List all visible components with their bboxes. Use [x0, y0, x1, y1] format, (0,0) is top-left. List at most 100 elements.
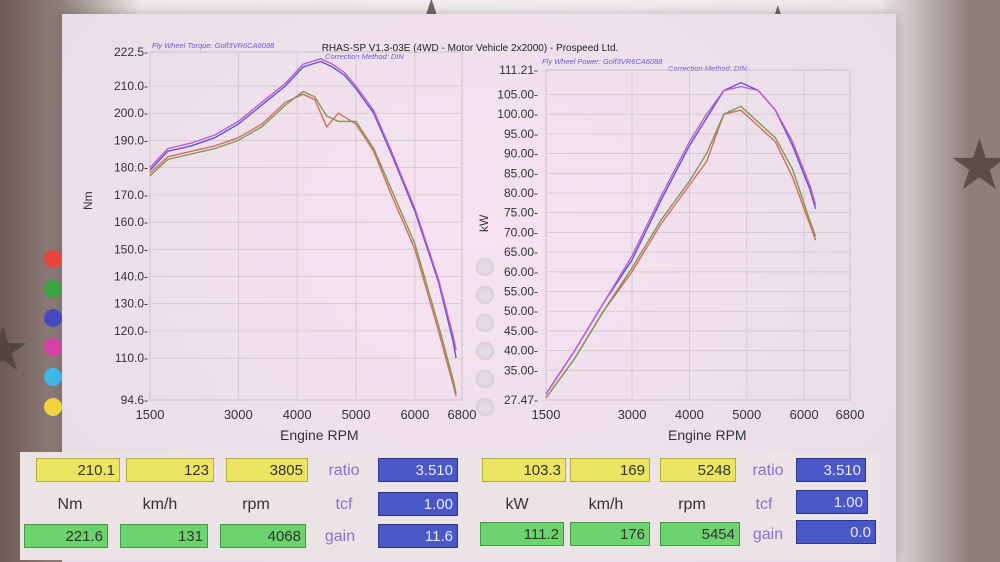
y-tick-label: 45.00- [504, 324, 538, 338]
y-tick-label: 210.0- [114, 79, 148, 93]
tcf-label-right: tcf [755, 496, 773, 513]
x-tick-label: 6800 [836, 407, 865, 422]
x-tick-label: 3000 [618, 407, 647, 422]
y-tick-label: 110.0- [115, 351, 148, 365]
series-line-red [149, 93, 457, 397]
torque-y-label: Nm [81, 191, 95, 210]
y-tick-label: 150.0- [114, 242, 148, 256]
speed-peak-value-right: 176 [570, 522, 650, 546]
legend-dot-legend_magenta[interactable] [44, 338, 62, 356]
torque-correction: Correction Method: DIN [325, 52, 404, 61]
unit-rpm-left: rpm [242, 496, 270, 513]
series-line-magenta [149, 58, 457, 351]
legend-dot-empty[interactable] [476, 286, 494, 304]
x-tick-label: 6800 [448, 407, 477, 422]
legend-dot-legend_blue[interactable] [44, 309, 62, 327]
y-tick-label: 27.47- [504, 393, 538, 407]
ratio-label-right: ratio [752, 462, 784, 479]
speed-current-value-right: 169 [570, 458, 650, 482]
y-tick-label: 120.0- [114, 324, 148, 338]
gain-label-left: gain [324, 528, 356, 545]
unit-kw: kW [505, 496, 529, 513]
unit-rpm-right: rpm [678, 496, 706, 513]
y-tick-label: 90.00- [504, 147, 538, 161]
y-tick-label: 200.0- [114, 106, 148, 120]
y-tick-label: 94.6- [121, 393, 148, 407]
rpm-peak-value: 4068 [220, 524, 306, 548]
x-tick-label: 6000 [790, 407, 819, 422]
speed-current-value: 123 [126, 458, 214, 482]
legend-dot-empty[interactable] [476, 314, 494, 332]
torque-peak-value: 221.6 [24, 524, 108, 548]
x-tick-label: 1500 [532, 407, 561, 422]
y-tick-label: 55.00- [504, 285, 538, 299]
gain-value-left[interactable]: 11.6 [378, 524, 458, 548]
power-y-label: kW [477, 214, 491, 232]
power-x-label: Engine RPM [668, 427, 747, 443]
legend-dot-empty[interactable] [476, 342, 494, 360]
y-tick-label: 111.21- [499, 63, 538, 77]
legend-dot-yellow[interactable] [44, 398, 62, 416]
y-tick-label: 80.00- [504, 186, 538, 200]
gain-label-right: gain [752, 526, 784, 543]
report-title: RHAS-SP V1.3-03E (4WD - Motor Vehicle 2x… [322, 43, 619, 54]
power-peak-value: 111.2 [480, 522, 564, 546]
unit-nm: Nm [57, 496, 83, 513]
power-subtitle: Fly Wheel Power: Golf3VR6CA6088 [542, 57, 663, 66]
tcf-value-left[interactable]: 1.00 [378, 492, 458, 516]
legend-dot-empty[interactable] [476, 398, 494, 416]
y-tick-label: 105.00- [497, 87, 538, 101]
legend-dot-legend_red[interactable] [44, 250, 62, 268]
y-tick-label: 130.0- [114, 297, 148, 311]
x-tick-label: 5000 [732, 407, 761, 422]
rpm-peak-value-right: 5454 [660, 522, 740, 546]
rpm-current-value-right: 5248 [660, 458, 736, 482]
x-tick-label: 3000 [224, 407, 253, 422]
y-tick-label: 140.0- [114, 269, 148, 283]
legend-dot-legend_green[interactable] [44, 280, 62, 298]
ratio-value-right[interactable]: 3.510 [796, 458, 866, 482]
power-current-value: 103.3 [482, 458, 566, 482]
y-tick-label: 170.0- [114, 188, 148, 202]
y-tick-label: 40.00- [504, 344, 538, 358]
torque-current-value: 210.1 [36, 458, 120, 482]
y-tick-label: 222.5- [114, 45, 148, 59]
speed-peak-value: 131 [120, 524, 208, 548]
legend-dot-cyan[interactable] [44, 368, 62, 386]
torque-chart: 222.5- 210.0- 200.0- 190.0- 180.0- 170.0- 160.… [114, 45, 476, 422]
x-tick-label: 6000 [400, 407, 429, 422]
x-tick-label: 4000 [675, 407, 704, 422]
tcf-label-left: tcf [335, 496, 353, 513]
y-tick-label: 50.00- [504, 304, 538, 318]
torque-x-label: Engine RPM [280, 427, 359, 443]
legend-dot-empty[interactable] [476, 370, 494, 388]
series-line-green [545, 105, 817, 399]
series-line-green [149, 90, 457, 394]
series-line-blue [545, 81, 817, 395]
ratio-value-left[interactable]: 3.510 [378, 458, 458, 482]
decor-star-left: ★ [0, 315, 30, 385]
legend-dot-empty[interactable] [476, 258, 494, 276]
y-tick-label: 65.00- [504, 245, 538, 259]
tcf-value-right[interactable]: 1.00 [796, 490, 868, 514]
series-line-blue [149, 60, 457, 359]
ratio-label-left: ratio [328, 462, 360, 479]
y-tick-label: 100.00- [497, 107, 538, 121]
unit-kmh-right: km/h [588, 496, 624, 513]
x-tick-label: 1500 [136, 407, 165, 422]
torque-subtitle: Fly Wheel Torque: Golf3VR6CA6088 [152, 41, 275, 50]
rpm-current-value: 3805 [226, 458, 308, 482]
power-correction: Correction Method: DIN [668, 64, 747, 73]
x-tick-label: 5000 [342, 407, 371, 422]
power-chart: 111.21- 105.00- 100.00- 95.00- 90.00- 85.00- 8… [497, 63, 864, 422]
decor-star-edge: ★ [948, 124, 1000, 206]
x-tick-label: 4000 [283, 407, 312, 422]
y-tick-label: 95.00- [504, 127, 538, 141]
series-line-magenta [545, 85, 817, 395]
unit-kmh-left: km/h [142, 496, 178, 513]
y-tick-label: 70.00- [504, 225, 538, 239]
y-tick-label: 75.00- [504, 206, 538, 220]
gain-value-right[interactable]: 0.0 [796, 520, 876, 544]
y-tick-label: 60.00- [504, 265, 538, 279]
